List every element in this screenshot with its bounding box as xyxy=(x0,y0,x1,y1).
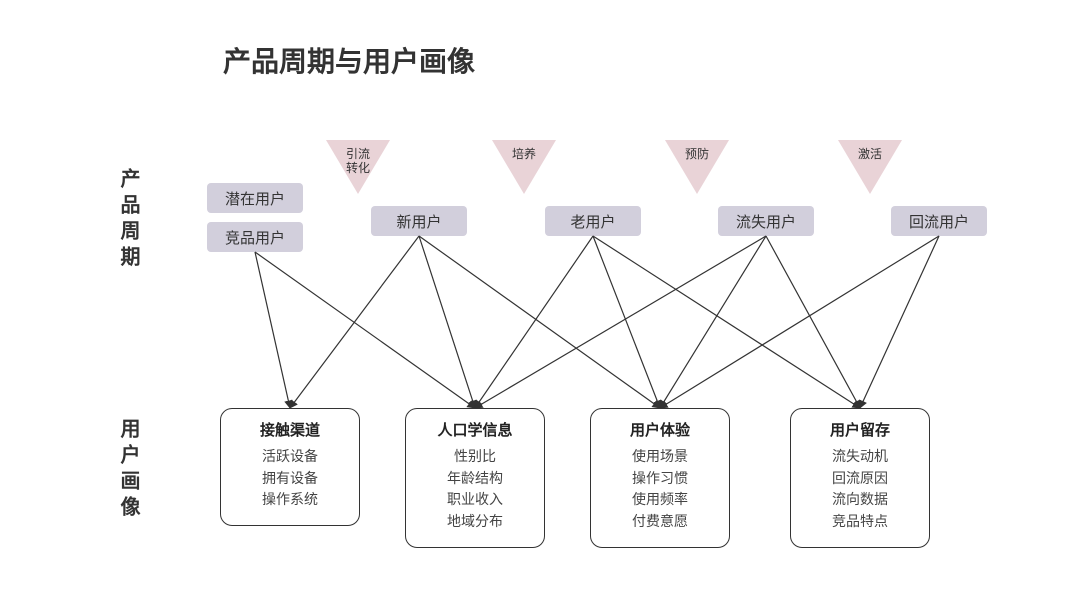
triangle-label: 引流转化 xyxy=(326,140,390,176)
stage-s_compete: 竞品用户 xyxy=(207,222,303,252)
stage-label: 老用户 xyxy=(570,211,615,232)
profile-title: 接触渠道 xyxy=(231,419,349,440)
profile-item: 活跃设备 xyxy=(231,446,349,468)
profile-item: 使用频率 xyxy=(601,489,719,511)
triangle-t1: 引流转化 xyxy=(326,140,390,194)
profile-p_ux: 用户体验使用场景操作习惯使用频率付费意愿 xyxy=(590,408,730,548)
triangle-label: 激活 xyxy=(838,140,902,162)
stage-s_lost: 流失用户 xyxy=(718,206,814,236)
edge-s_old-to-p_ux xyxy=(593,236,660,408)
stage-s_old: 老用户 xyxy=(545,206,641,236)
profile-item: 流失动机 xyxy=(801,446,919,468)
edge-s_lost-to-p_retain xyxy=(766,236,860,408)
stage-label: 新用户 xyxy=(396,211,441,232)
profile-title: 用户留存 xyxy=(801,419,919,440)
profile-item: 回流原因 xyxy=(801,468,919,490)
profile-item: 性别比 xyxy=(416,446,534,468)
stage-s_new: 新用户 xyxy=(371,206,467,236)
edge-s_old-to-p_retain xyxy=(593,236,860,408)
profile-item: 地域分布 xyxy=(416,511,534,533)
edge-s_lost-to-p_demo xyxy=(475,236,766,408)
profile-item: 职业收入 xyxy=(416,489,534,511)
edge-s_lost-to-p_ux xyxy=(660,236,766,408)
profile-item: 操作习惯 xyxy=(601,468,719,490)
profile-item: 使用场景 xyxy=(601,446,719,468)
edge-s_new-to-p_channel xyxy=(290,236,419,408)
stage-label: 竞品用户 xyxy=(225,227,285,248)
profile-title: 用户体验 xyxy=(601,419,719,440)
section-label-user-profile: 用户画像 xyxy=(114,418,143,522)
profile-item: 流向数据 xyxy=(801,489,919,511)
edge-s_compete-to-p_demo xyxy=(255,252,475,408)
triangle-t3: 预防 xyxy=(665,140,729,194)
triangle-label: 培养 xyxy=(492,140,556,162)
profile-item: 年龄结构 xyxy=(416,468,534,490)
stage-label: 流失用户 xyxy=(736,211,796,232)
edge-s_return-to-p_retain xyxy=(860,236,939,408)
edge-s_return-to-p_ux xyxy=(660,236,939,408)
triangle-t2: 培养 xyxy=(492,140,556,194)
triangle-label: 预防 xyxy=(665,140,729,162)
edge-s_compete-to-p_channel xyxy=(255,252,290,408)
profile-item: 拥有设备 xyxy=(231,468,349,490)
stage-label: 回流用户 xyxy=(909,211,969,232)
edge-s_new-to-p_ux xyxy=(419,236,660,408)
profile-p_retain: 用户留存流失动机回流原因流向数据竞品特点 xyxy=(790,408,930,548)
profile-item: 操作系统 xyxy=(231,489,349,511)
edge-s_old-to-p_demo xyxy=(475,236,593,408)
stage-s_potential: 潜在用户 xyxy=(207,183,303,213)
profile-p_demo: 人口学信息性别比年龄结构职业收入地域分布 xyxy=(405,408,545,548)
stage-label: 潜在用户 xyxy=(225,188,285,209)
triangle-t4: 激活 xyxy=(838,140,902,194)
profile-title: 人口学信息 xyxy=(416,419,534,440)
section-label-product-cycle: 产品周期 xyxy=(114,168,143,272)
page-title: 产品周期与用户画像 xyxy=(223,40,475,80)
profile-item: 付费意愿 xyxy=(601,511,719,533)
stage-s_return: 回流用户 xyxy=(891,206,987,236)
profile-item: 竞品特点 xyxy=(801,511,919,533)
edge-s_new-to-p_demo xyxy=(419,236,475,408)
profile-p_channel: 接触渠道活跃设备拥有设备操作系统 xyxy=(220,408,360,526)
